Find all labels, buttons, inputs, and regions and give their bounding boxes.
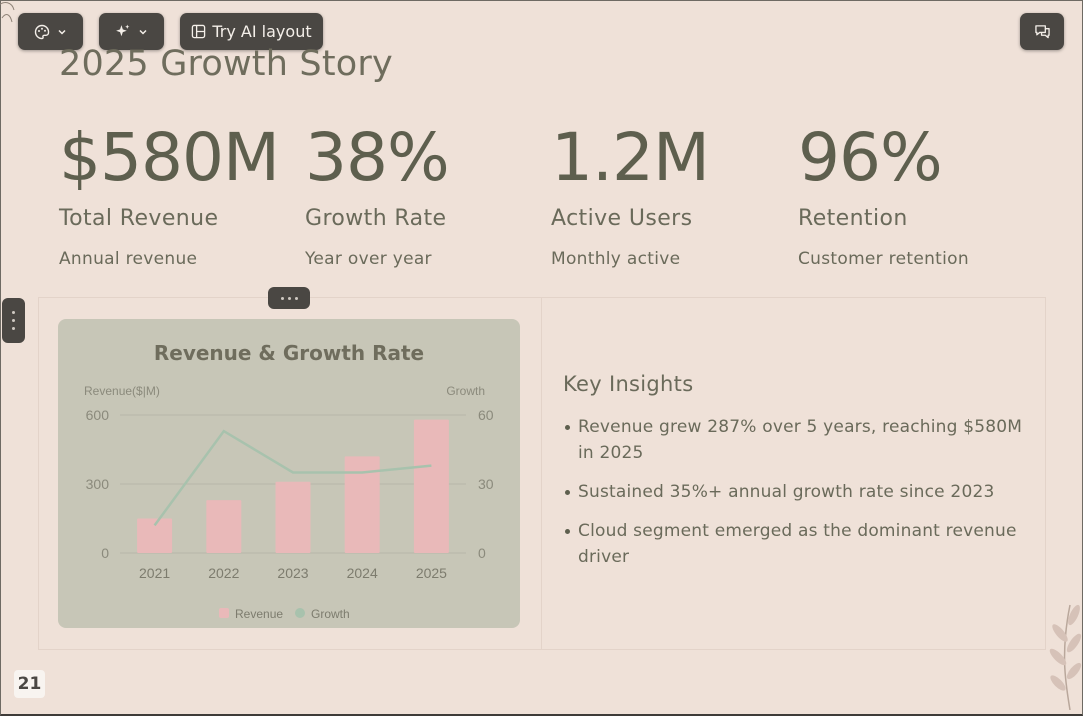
revenue-bar: [413, 419, 449, 553]
growth-line: [153, 429, 432, 527]
sparkles-icon: [116, 24, 130, 37]
slide-title[interactable]: 2025 Growth Story: [59, 44, 393, 84]
x-tick-label: 2024: [347, 565, 378, 581]
insight-item: Revenue grew 287% over 5 years, reaching…: [565, 414, 1033, 466]
stat-growth-rate[interactable]: 38% Growth Rate Year over year: [305, 118, 545, 269]
stat-value: 96%: [798, 119, 943, 196]
leaf-decoration-icon: [0, 2, 15, 23]
x-tick-label: 2025: [416, 565, 447, 581]
stat-label: Active Users: [551, 206, 693, 231]
y2-tick-label: 30: [478, 476, 494, 492]
comment-button[interactable]: [1020, 13, 1064, 50]
magic-button[interactable]: [99, 13, 164, 50]
stat-label: Total Revenue: [59, 206, 219, 231]
revenue-bar: [206, 500, 242, 553]
stat-value: 1.2M: [551, 119, 710, 196]
row-drag-handle[interactable]: [2, 298, 25, 343]
stat-subtitle: Monthly active: [551, 249, 681, 269]
revenue-bar: [137, 518, 173, 553]
stat-label: Growth Rate: [305, 206, 447, 231]
stat-subtitle: Annual revenue: [59, 249, 198, 269]
chart-card[interactable]: Revenue & Growth Rate Revenue($|M) Growt…: [58, 319, 520, 628]
legend-label: Revenue: [235, 607, 283, 621]
x-tick-label: 2022: [208, 565, 239, 581]
chevron-down-icon: [57, 29, 66, 35]
y2-tick-label: 0: [478, 545, 486, 561]
y-tick-label: 600: [86, 407, 110, 423]
try-ai-layout-button[interactable]: Try AI layout: [180, 13, 323, 50]
revenue-growth-chart: Revenue & Growth Rate Revenue($|M) Growt…: [84, 341, 494, 621]
stat-retention[interactable]: 96% Retention Customer retention: [798, 118, 1038, 269]
leaf-decoration-icon: [1049, 604, 1082, 710]
stat-subtitle: Customer retention: [798, 249, 969, 269]
stat-subtitle: Year over year: [305, 249, 432, 269]
y-tick-label: 0: [101, 545, 109, 561]
stat-value: $580M: [59, 119, 280, 196]
stat-label: Retention: [798, 206, 908, 231]
y2-tick-label: 60: [478, 407, 494, 423]
legend-swatch: [295, 608, 305, 618]
revenue-bar: [344, 456, 380, 553]
palette-icon: [34, 24, 49, 39]
x-tick-label: 2023: [277, 565, 308, 581]
layout-icon: [192, 24, 206, 39]
legend-swatch: [219, 608, 229, 618]
insight-item: Sustained 35%+ annual growth rate since …: [565, 479, 1033, 505]
stat-value: 38%: [305, 119, 450, 196]
revenue-bar: [275, 481, 311, 553]
block-drag-handle[interactable]: [268, 287, 310, 309]
y-tick-label: 300: [86, 476, 110, 492]
comment-icon: [1034, 25, 1050, 39]
stat-active-users[interactable]: 1.2M Active Users Monthly active: [551, 118, 791, 269]
chart-title: Revenue & Growth Rate: [154, 341, 424, 365]
stat-total-revenue[interactable]: $580M Total Revenue Annual revenue: [59, 118, 299, 269]
insights-list: Revenue grew 287% over 5 years, reaching…: [563, 414, 1033, 570]
legend-label: Growth: [311, 607, 350, 621]
content-block[interactable]: [38, 297, 1046, 650]
theme-button[interactable]: [18, 13, 83, 50]
try-ai-layout-label: Try AI layout: [212, 22, 312, 41]
chevron-down-icon: [139, 29, 147, 35]
insight-item: Cloud segment emerged as the dominant re…: [565, 518, 1033, 570]
key-insights[interactable]: Key Insights Revenue grew 287% over 5 ye…: [563, 372, 1033, 583]
page-number[interactable]: 21: [14, 670, 45, 698]
y2-axis-label: Growth: [446, 384, 485, 398]
column-divider: [541, 297, 542, 650]
x-tick-label: 2021: [139, 565, 170, 581]
insights-heading: Key Insights: [563, 372, 694, 396]
y-axis-label: Revenue($|M): [84, 384, 160, 398]
